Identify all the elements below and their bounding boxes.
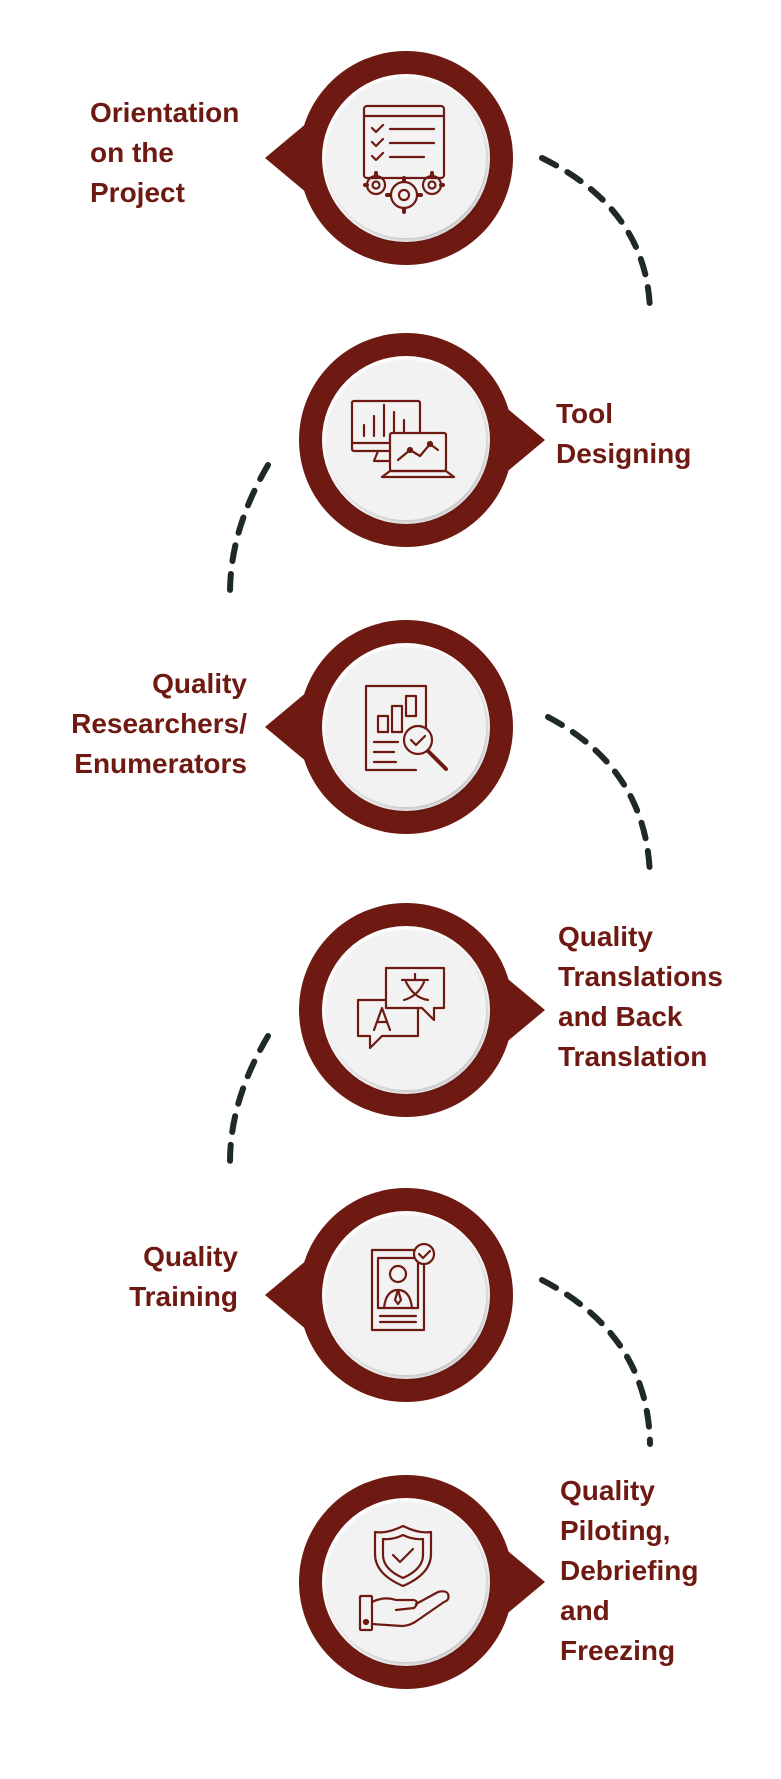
step-4-line-2: Translations xyxy=(558,961,723,992)
connector-dashes-1-2 xyxy=(539,155,653,315)
step-6-line-3: Debriefing xyxy=(560,1555,699,1586)
step-4-line-3: and Back xyxy=(558,1001,683,1032)
shield-hand-icon xyxy=(358,1524,450,1632)
step-2-line-2: Designing xyxy=(556,438,692,469)
step-6-line-4: and xyxy=(560,1595,610,1626)
checklist-gears-icon xyxy=(362,104,446,214)
step-6-label: Quality Piloting, Debriefing and Freezin… xyxy=(560,1471,698,1671)
step-node-4 xyxy=(299,903,545,1117)
step-node-5 xyxy=(265,1188,513,1402)
step-6-line-5: Freezing xyxy=(560,1635,676,1666)
connector-dashes-2-3 xyxy=(227,462,271,596)
trainer-presentation-icon xyxy=(370,1242,436,1332)
step-1-line-3: Project xyxy=(90,177,185,208)
connector-dashes-3-4 xyxy=(545,714,653,881)
step-3-label: Quality Researchers/ Enumerators xyxy=(71,664,247,784)
step-1-label: Orientation on the Project xyxy=(90,93,239,213)
step-3-line-1: Quality xyxy=(152,668,247,699)
step-3-line-2: Researchers/ xyxy=(71,708,247,739)
step-3-line-3: Enumerators xyxy=(74,748,247,779)
step-5-label: Quality Training xyxy=(129,1237,238,1317)
step-6-line-2: Piloting, xyxy=(560,1515,671,1546)
connector-dashes-5-6 xyxy=(539,1277,653,1447)
step-1-line-2: on the xyxy=(90,137,174,168)
translation-bubbles-icon xyxy=(356,966,446,1050)
computer-analytics-icon xyxy=(350,399,456,479)
connector-dashes-4-5 xyxy=(227,1033,271,1165)
step-2-line-1: Tool xyxy=(556,398,614,429)
step-5-line-1: Quality xyxy=(143,1241,238,1272)
step-node-6 xyxy=(299,1475,545,1689)
step-4-line-1: Quality xyxy=(558,921,653,952)
report-magnifier-icon xyxy=(364,684,448,772)
step-6-line-1: Quality xyxy=(560,1475,655,1506)
step-4-label: Quality Translations and Back Translatio… xyxy=(558,917,723,1077)
step-4-line-4: Translation xyxy=(558,1041,708,1072)
step-5-line-2: Training xyxy=(129,1281,238,1312)
step-1-line-1: Orientation xyxy=(90,97,240,128)
step-2-label: Tool Designing xyxy=(556,394,691,474)
step-node-1 xyxy=(265,51,513,265)
